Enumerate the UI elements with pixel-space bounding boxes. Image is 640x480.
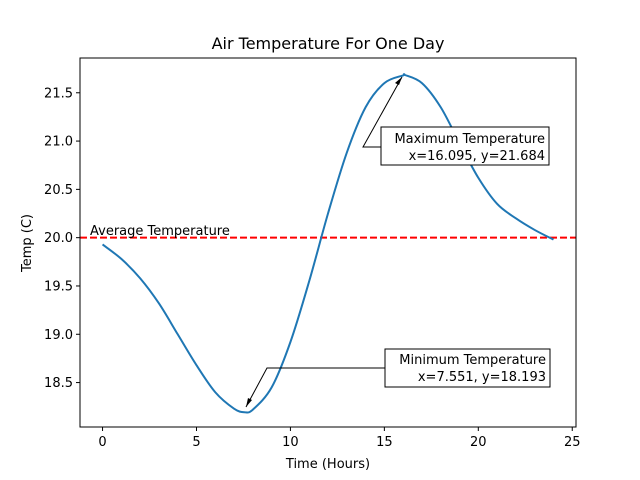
y-axis-ticks: 18.5 19.0 19.5 20.0 20.5 21.0 21.5 (44, 86, 80, 391)
temperature-data-point (120, 258, 122, 260)
x-tick-label: 25 (564, 435, 581, 450)
chart-title: Air Temperature For One Day (212, 34, 445, 53)
temperature-data-point (402, 74, 404, 76)
temperature-data-point (421, 82, 423, 84)
temperature-data-point (177, 333, 179, 335)
temperature-data-point (440, 106, 442, 108)
temperature-data-point (346, 152, 348, 154)
temperature-data-point (308, 280, 310, 282)
temperature-data-point (214, 391, 216, 393)
y-tick-label: 18.5 (44, 376, 73, 391)
temperature-data-point (477, 177, 479, 179)
y-axis-label: Temp (C) (20, 214, 35, 273)
temperature-data-point (271, 386, 273, 388)
average-temperature-label: Average Temperature (90, 224, 230, 239)
temperature-series-line (101, 73, 554, 414)
x-tick-label: 0 (98, 435, 106, 450)
temperature-data-point (515, 217, 517, 219)
temperature-data-point (102, 243, 104, 245)
min-arrowhead-icon (246, 398, 252, 407)
y-tick-label: 20.5 (44, 183, 73, 198)
temperature-data-point (289, 341, 291, 343)
y-tick-label: 21.5 (44, 86, 73, 101)
temperature-data-point (365, 106, 367, 108)
temperature-data-point (195, 364, 197, 366)
max-annotation-box (380, 126, 550, 166)
average-line-group: Average Temperature (80, 224, 576, 239)
temperature-data-point (383, 82, 385, 84)
x-tick-label: 15 (376, 435, 393, 450)
temperature-data-point (243, 411, 245, 413)
y-tick-label: 19.5 (44, 279, 73, 294)
min-annotation-values: x=7.551, y=18.193 (418, 370, 546, 385)
x-tick-label: 5 (192, 435, 200, 450)
min-annotation: Minimum Temperature x=7.551, y=18.193 (245, 348, 551, 408)
plot-frame (79, 57, 577, 428)
max-annotation: Maximum Temperature x=16.095, y=21.684 (362, 76, 550, 166)
max-arrowhead-icon (395, 77, 402, 85)
temperature-data-point (534, 229, 536, 231)
temperature-data-point (233, 408, 235, 410)
temperature-data-point (158, 302, 160, 304)
temperature-data-point (252, 409, 254, 411)
max-annotation-values: x=16.095, y=21.684 (409, 149, 545, 164)
temperature-data-point (404, 74, 406, 76)
temperature-data-point (327, 213, 329, 215)
x-tick-label: 10 (282, 435, 299, 450)
min-annotation-connector (245, 367, 385, 408)
max-annotation-title: Maximum Temperature (394, 132, 545, 147)
min-annotation-title: Minimum Temperature (399, 353, 546, 368)
x-axis-label: Time (Hours) (285, 457, 370, 472)
y-tick-label: 21.0 (44, 135, 73, 150)
temperature-data-point (139, 277, 141, 279)
y-tick-label: 19.0 (44, 328, 73, 343)
max-annotation-connector (362, 76, 403, 148)
temperature-data-point (552, 239, 554, 241)
temperature-data-point (496, 203, 498, 205)
min-annotation-box (384, 348, 551, 388)
y-tick-label: 20.0 (44, 231, 73, 246)
x-axis-ticks: 0 5 10 15 20 25 (98, 427, 581, 450)
x-tick-label: 20 (470, 435, 487, 450)
